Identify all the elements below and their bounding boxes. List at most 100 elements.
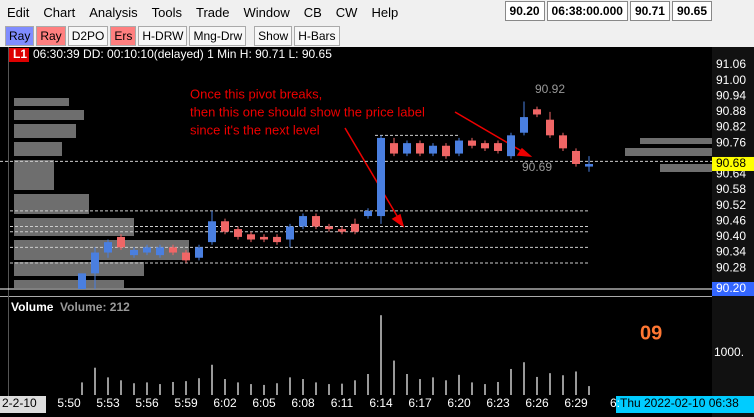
profile-bar bbox=[14, 110, 84, 120]
volume-bar bbox=[328, 384, 330, 395]
price-tick-label: 90.28 bbox=[716, 260, 746, 274]
volume-bar bbox=[523, 362, 525, 395]
menu-item[interactable]: Help bbox=[371, 4, 399, 20]
price-tick-label: 90.58 bbox=[716, 182, 746, 196]
volume-bar bbox=[510, 368, 512, 395]
time-label: 6:08 bbox=[291, 396, 315, 410]
candle-body bbox=[234, 229, 242, 237]
candle-body bbox=[286, 226, 294, 240]
candle-body bbox=[351, 223, 359, 232]
volume-profile bbox=[14, 98, 712, 288]
toolbar-button[interactable]: Ers bbox=[110, 25, 137, 46]
price-tick-label: 90.46 bbox=[716, 213, 746, 227]
arrow-head bbox=[391, 213, 405, 228]
volume-bar bbox=[367, 374, 369, 395]
profile-bar bbox=[660, 164, 712, 172]
menu-item[interactable]: Window bbox=[243, 4, 290, 20]
menu-item[interactable]: CW bbox=[335, 4, 358, 20]
time-label: 6:17 bbox=[408, 396, 432, 410]
time-label: 5:56 bbox=[135, 396, 159, 410]
big-number: 09 bbox=[640, 322, 662, 344]
arrow-head bbox=[516, 147, 533, 157]
candle-body bbox=[130, 249, 138, 256]
time-label: 6:20 bbox=[447, 396, 471, 410]
last-price: 90.68 bbox=[716, 156, 746, 170]
price-tick-label: 91.06 bbox=[716, 57, 746, 71]
candle-body bbox=[481, 143, 489, 149]
menu-item[interactable]: Trade bbox=[195, 4, 230, 20]
start-date-bg bbox=[0, 396, 46, 413]
volume-bar bbox=[94, 367, 96, 395]
candle-body bbox=[559, 135, 567, 149]
price-tick-label: 90.52 bbox=[716, 198, 746, 212]
volume-bar bbox=[575, 371, 577, 395]
toolbar-button[interactable]: Mng-Drw bbox=[189, 25, 247, 46]
profile-bar bbox=[14, 98, 69, 106]
last-price-bg bbox=[712, 156, 754, 171]
candle-body bbox=[91, 252, 99, 274]
profile-bar bbox=[14, 240, 189, 260]
volume-bar bbox=[536, 376, 538, 395]
volume-bar bbox=[484, 384, 486, 395]
arrow bbox=[454, 111, 531, 157]
low-price: 90.20 bbox=[716, 281, 746, 295]
toolbar-button[interactable]: D2PO bbox=[67, 25, 109, 46]
time-label: 6:02 bbox=[213, 396, 237, 410]
candle-body bbox=[572, 150, 580, 164]
volume-bar bbox=[211, 364, 213, 395]
chart-info: 06:30:39 DD: 00:10:10(delayed) 1 Min H: … bbox=[33, 47, 332, 61]
toolbar-button[interactable]: Show bbox=[254, 25, 293, 46]
time-label: 6:14 bbox=[369, 396, 393, 410]
volume-bar bbox=[185, 381, 187, 395]
volume-bar bbox=[380, 315, 382, 395]
current-date-bg bbox=[616, 396, 754, 413]
menu-item[interactable]: CB bbox=[303, 4, 322, 20]
volume-bar bbox=[276, 383, 278, 395]
volume-bar bbox=[393, 360, 395, 395]
candle-body bbox=[520, 117, 528, 133]
candle-body bbox=[494, 143, 502, 151]
price-tick-label: 90.94 bbox=[716, 88, 746, 102]
menu-item[interactable]: Edit bbox=[7, 4, 30, 20]
volume-bar bbox=[432, 377, 434, 395]
candle-body bbox=[546, 119, 554, 136]
volume-bar bbox=[172, 381, 174, 395]
toolbar-button[interactable]: H-DRW bbox=[138, 25, 188, 46]
volume-bar bbox=[406, 374, 408, 395]
time-label: 6:26 bbox=[525, 396, 549, 410]
price-tick-label: 90.76 bbox=[716, 135, 746, 149]
menu-item[interactable]: Tools bbox=[151, 4, 182, 20]
annotation: since it's the next level bbox=[190, 122, 320, 137]
volume-bar bbox=[250, 384, 252, 395]
candle-body bbox=[585, 163, 593, 167]
candle-body bbox=[325, 226, 333, 230]
candle-body bbox=[416, 143, 424, 154]
toolbar-button[interactable]: Ray bbox=[36, 25, 66, 46]
volume-bar bbox=[289, 377, 291, 395]
status-box: 90.20 bbox=[504, 1, 545, 21]
time-label: 5:53 bbox=[96, 396, 120, 410]
volume-bar bbox=[107, 377, 109, 395]
candle-body bbox=[429, 145, 437, 154]
menu-item[interactable]: Chart bbox=[43, 4, 76, 20]
status-box: 90.71 bbox=[629, 1, 670, 21]
volume-bar bbox=[315, 382, 317, 395]
toolbar-button[interactable]: H-Bars bbox=[294, 25, 340, 46]
candle-body bbox=[468, 140, 476, 146]
start-date: 2-2-10 bbox=[2, 396, 37, 410]
badge: L1 bbox=[13, 47, 27, 61]
status-box: 06:38:00.000 bbox=[546, 1, 628, 21]
price-tick-label: 90.88 bbox=[716, 104, 746, 118]
pane-separator bbox=[0, 296, 712, 297]
volume-bar bbox=[237, 382, 239, 395]
volume-bar bbox=[549, 373, 551, 395]
menu-bar: Edit Chart Analysis Tools Trade Window CB CW Hel… bbox=[0, 0, 754, 24]
candle-body bbox=[312, 216, 320, 227]
menu-item[interactable]: Analysis bbox=[89, 4, 138, 20]
status-boxes: 90.20 06:38:00.000 90.71 90.65 bbox=[504, 1, 712, 21]
time-label: 5:50 bbox=[57, 396, 81, 410]
toolbar-button[interactable]: Ray bbox=[5, 25, 35, 46]
candle-body bbox=[247, 234, 255, 240]
profile-bar bbox=[14, 124, 76, 138]
